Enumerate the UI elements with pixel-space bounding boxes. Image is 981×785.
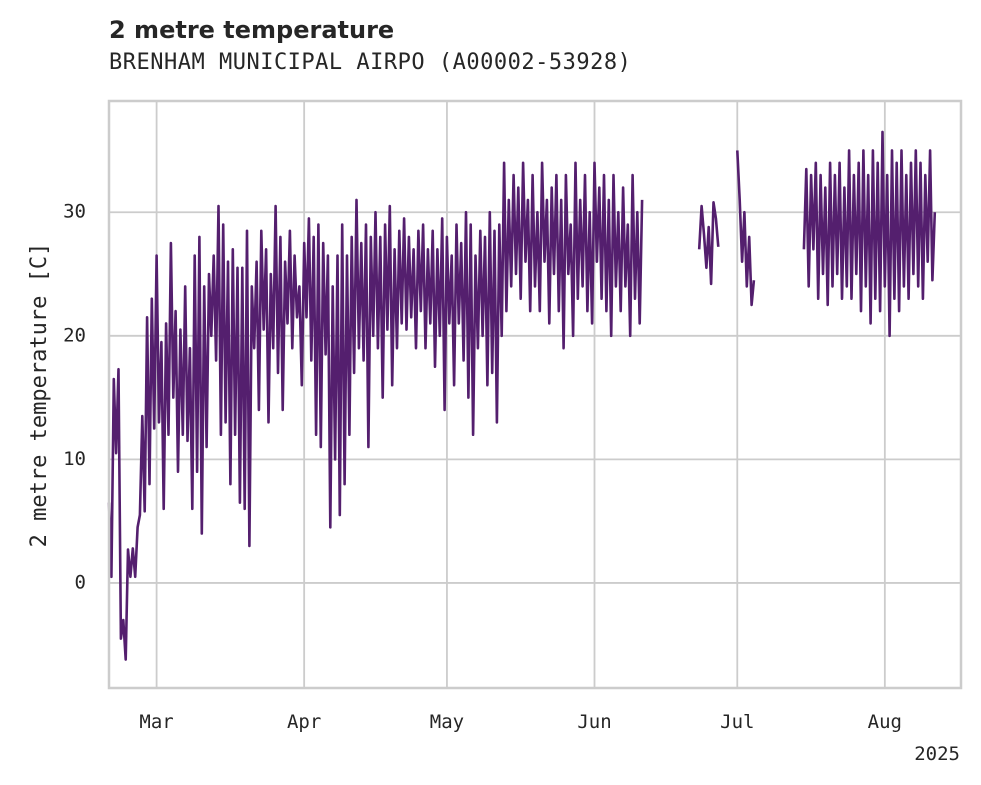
plot-frame (107, 99, 963, 690)
chart-title: 2 metre temperature (109, 16, 395, 44)
x-tick-label: Mar (139, 711, 173, 733)
temperature-series-line (697, 201, 720, 286)
x-tick-label: Aug (868, 711, 902, 733)
temperature-series-line (802, 130, 937, 338)
temperature-series-line (736, 150, 756, 307)
y-axis-label: 2 metre temperature [C] (27, 243, 52, 548)
x-year-label: 2025 (914, 743, 960, 765)
x-axis: Mar Apr May Jun Jul Aug (139, 711, 902, 733)
x-tick-label: Apr (287, 711, 321, 733)
x-tick-label: Jul (720, 711, 754, 733)
y-axis: 0 10 20 30 (63, 201, 86, 594)
chart-subtitle: BRENHAM MUNICIPAL AIRPO (A00002-53928) (109, 50, 632, 75)
plot-area (107, 130, 937, 661)
temperature-series-line (107, 161, 644, 661)
y-tick-label: 10 (63, 448, 86, 470)
y-tick-label: 30 (63, 201, 86, 223)
y-tick-label: 0 (75, 571, 86, 593)
y-tick-label: 20 (63, 324, 86, 346)
x-tick-label: Jun (577, 711, 611, 733)
x-tick-label: May (430, 711, 464, 733)
